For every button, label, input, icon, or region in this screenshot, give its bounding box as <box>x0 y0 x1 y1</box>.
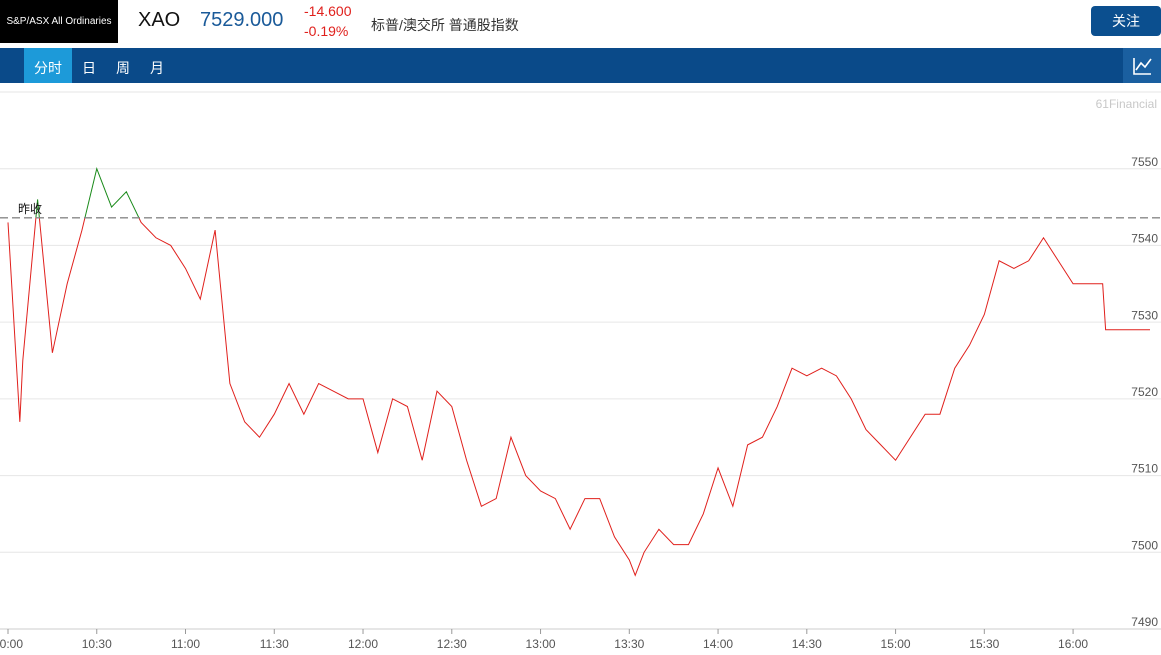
x-tick-label: 12:00 <box>348 637 378 651</box>
tab[interactable]: 日 <box>82 60 96 76</box>
x-tick-label: 15:30 <box>969 637 999 651</box>
chart: 61Financial 7490 7500 7510 7520 7530 7540 7550… <box>0 91 1161 651</box>
tab-bar: 分时 日 周 月 <box>0 48 1161 83</box>
x-tick-label: 10:00 <box>0 637 23 651</box>
chart-type-button[interactable] <box>1123 48 1161 83</box>
price-line <box>7 217 1150 577</box>
x-tick-label: 13:00 <box>526 637 556 651</box>
x-tick-label: 14:30 <box>792 637 822 651</box>
change-pct: -0.19% <box>304 23 349 39</box>
x-tick-label: 10:30 <box>82 637 112 651</box>
watermark: 61Financial <box>1096 97 1157 111</box>
tab[interactable]: 周 <box>116 60 130 76</box>
y-tick-label: 7510 <box>1131 462 1158 476</box>
change: -14.600 <box>304 3 352 19</box>
y-tick-label: 7520 <box>1131 385 1158 399</box>
logo: S&P/ASX All Ordinaries <box>0 0 118 43</box>
x-tick-label: 11:00 <box>171 637 200 651</box>
y-tick-label: 7500 <box>1131 538 1158 552</box>
follow-button[interactable]: 关注 <box>1091 6 1161 36</box>
y-tick-label: 7550 <box>1131 155 1158 169</box>
index-name: 标普/澳交所 普通股指数 <box>371 17 519 33</box>
tab[interactable]: 月 <box>150 60 164 76</box>
chart-icon <box>1133 58 1152 75</box>
prev-close-label: 昨收 <box>18 202 42 216</box>
symbol: XAO <box>138 9 181 31</box>
tab[interactable]: 分时 <box>24 48 72 83</box>
y-tick-label: 7490 <box>1131 615 1158 629</box>
x-tick-label: 13:30 <box>614 637 644 651</box>
x-tick-label: 12:30 <box>437 637 467 651</box>
y-tick-label: 7530 <box>1131 308 1158 322</box>
x-tick-label: 16:00 <box>1058 637 1088 651</box>
x-tick-label: 14:00 <box>703 637 733 651</box>
x-tick-label: 11:30 <box>260 637 289 651</box>
y-tick-label: 7540 <box>1131 232 1158 246</box>
x-tick-label: 15:00 <box>881 637 911 651</box>
header: S&P/ASX All Ordinaries XAO 7529.000 -14.… <box>0 0 1161 44</box>
price-line <box>35 167 140 218</box>
price: 7529.000 <box>200 9 284 31</box>
